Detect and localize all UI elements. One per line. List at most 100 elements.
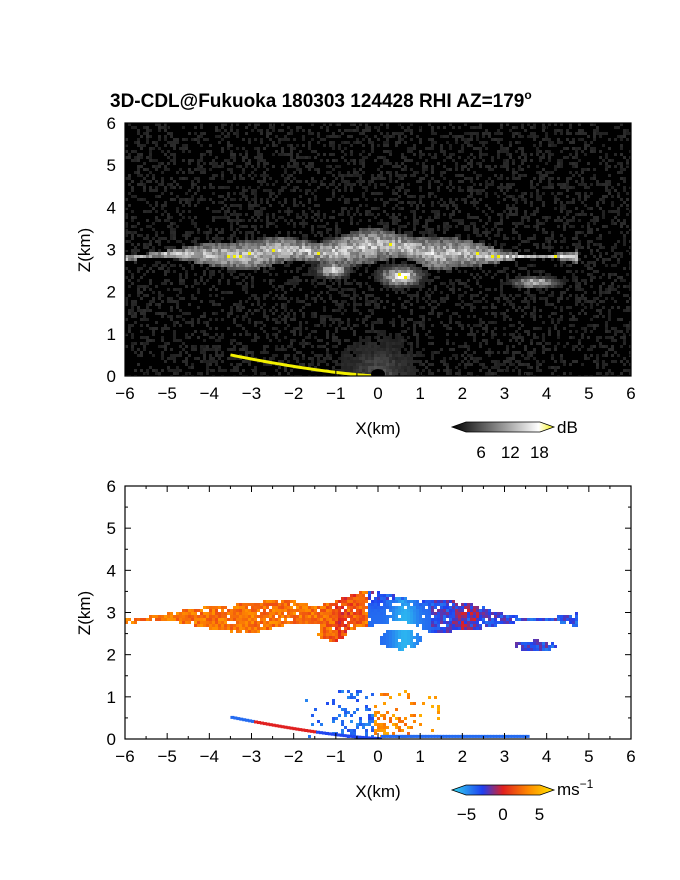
- backscatter-cell: [551, 234, 554, 237]
- backscatter-cell: [371, 294, 374, 297]
- backscatter-cell: [548, 216, 551, 219]
- backscatter-cell: [233, 276, 236, 279]
- backscatter-cell: [191, 231, 194, 234]
- backscatter-cell: [206, 150, 209, 153]
- backscatter-cell: [296, 270, 299, 273]
- backscatter-cell: [464, 270, 467, 273]
- backscatter-cell: [371, 255, 374, 258]
- backscatter-cell: [368, 336, 371, 339]
- backscatter-cell: [623, 219, 626, 222]
- backscatter-cell: [449, 123, 452, 126]
- backscatter-cell: [593, 255, 596, 258]
- backscatter-cell: [350, 219, 353, 222]
- backscatter-cell: [416, 180, 419, 183]
- backscatter-cell: [449, 246, 452, 249]
- backscatter-cell: [419, 285, 422, 288]
- backscatter-cell: [275, 150, 278, 153]
- backscatter-cell: [533, 315, 536, 318]
- backscatter-cell: [194, 330, 197, 333]
- backscatter-cell: [509, 300, 512, 303]
- backscatter-cell: [386, 144, 389, 147]
- backscatter-cell: [374, 159, 377, 162]
- backscatter-cell: [245, 246, 248, 249]
- backscatter-cell: [293, 312, 296, 315]
- backscatter-cell: [374, 303, 377, 306]
- backscatter-cell: [530, 183, 533, 186]
- backscatter-cell: [245, 315, 248, 318]
- backscatter-cell: [323, 225, 326, 228]
- backscatter-cell: [407, 327, 410, 330]
- backscatter-cell: [227, 192, 230, 195]
- backscatter-cell: [239, 177, 242, 180]
- backscatter-cell: [179, 288, 182, 291]
- backscatter-cell: [614, 327, 617, 330]
- backscatter-cell: [209, 198, 212, 201]
- backscatter-cell: [503, 198, 506, 201]
- backscatter-cell: [401, 225, 404, 228]
- backscatter-cell: [281, 243, 284, 246]
- backscatter-cell: [461, 180, 464, 183]
- backscatter-cell: [257, 213, 260, 216]
- backscatter-cell: [197, 306, 200, 309]
- backscatter-cell: [278, 261, 281, 264]
- backscatter-cell: [557, 129, 560, 132]
- backscatter-cell: [527, 165, 530, 168]
- backscatter-cell: [284, 168, 287, 171]
- backscatter-cell: [194, 282, 197, 285]
- backscatter-cell: [290, 153, 293, 156]
- backscatter-cell: [272, 126, 275, 129]
- backscatter-cell: [290, 240, 293, 243]
- backscatter-cell: [578, 183, 581, 186]
- backscatter-cell: [542, 336, 545, 339]
- backscatter-cell: [452, 135, 455, 138]
- backscatter-cell: [494, 321, 497, 324]
- backscatter-cell: [344, 189, 347, 192]
- backscatter-cell: [473, 147, 476, 150]
- backscatter-cell: [305, 222, 308, 225]
- backscatter-cell: [521, 126, 524, 129]
- backscatter-cell: [383, 330, 386, 333]
- backscatter-cell: [203, 312, 206, 315]
- backscatter-cell: [431, 252, 434, 255]
- backscatter-cell: [371, 261, 374, 264]
- backscatter-cell: [335, 243, 338, 246]
- backscatter-cell: [401, 318, 404, 321]
- backscatter-cell: [386, 270, 389, 273]
- backscatter-cell: [218, 129, 221, 132]
- backscatter-cell: [176, 240, 179, 243]
- backscatter-cell: [338, 123, 341, 126]
- backscatter-cell: [323, 264, 326, 267]
- backscatter-cell: [428, 288, 431, 291]
- backscatter-cell: [167, 261, 170, 264]
- backscatter-cell: [263, 237, 266, 240]
- backscatter-cell: [467, 141, 470, 144]
- backscatter-cell: [572, 186, 575, 189]
- backscatter-cell: [353, 342, 356, 345]
- chart-title-main: 3D-CDL@Fukuoka 180303 124428 RHI AZ=179: [110, 91, 524, 112]
- backscatter-cell: [407, 300, 410, 303]
- backscatter-cell: [140, 153, 143, 156]
- backscatter-cell: [200, 330, 203, 333]
- backscatter-cell: [470, 153, 473, 156]
- backscatter-cell: [185, 258, 188, 261]
- backscatter-cell: [173, 246, 176, 249]
- backscatter-cell: [227, 195, 230, 198]
- backscatter-cell: [482, 321, 485, 324]
- backscatter-cell: [629, 186, 631, 189]
- backscatter-cell: [143, 309, 146, 312]
- backscatter-cell: [506, 237, 509, 240]
- backscatter-cell: [488, 216, 491, 219]
- backscatter-cell: [164, 252, 167, 255]
- backscatter-cell: [410, 240, 413, 243]
- backscatter-cell: [362, 162, 365, 165]
- backscatter-cell: [572, 258, 575, 261]
- backscatter-cell: [398, 297, 401, 300]
- backscatter-cell: [452, 126, 455, 129]
- backscatter-cell: [341, 213, 344, 216]
- backscatter-cell: [371, 147, 374, 150]
- backscatter-cell: [455, 249, 458, 252]
- backscatter-cell: [164, 282, 167, 285]
- backscatter-cell: [590, 306, 593, 309]
- backscatter-cell: [536, 171, 539, 174]
- backscatter-cell: [515, 225, 518, 228]
